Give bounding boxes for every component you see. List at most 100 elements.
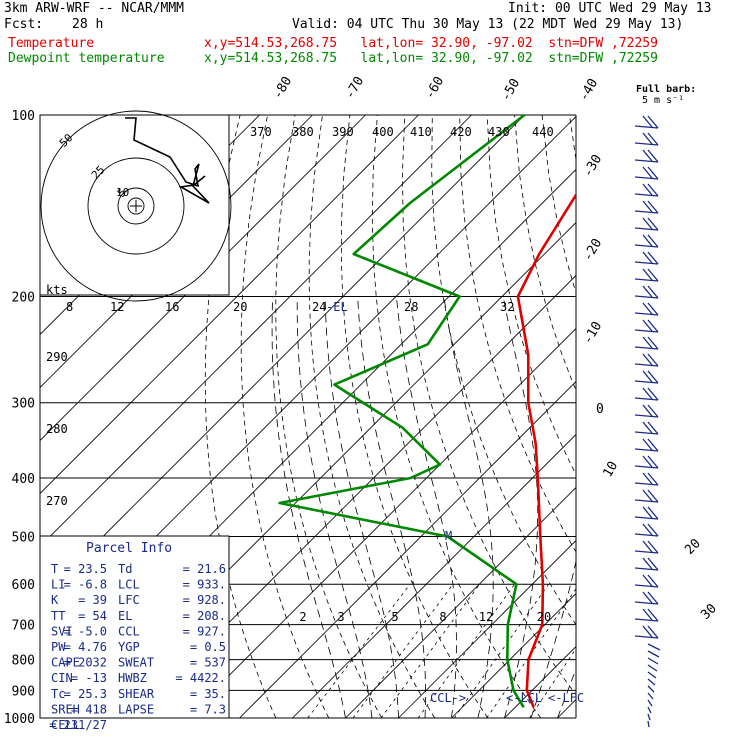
- wind-barb-flag: [647, 591, 659, 605]
- wind-barb-flag: [647, 387, 659, 401]
- isotherm-label: 20: [682, 536, 704, 558]
- wind-barb-flag: [647, 421, 659, 435]
- wind-barb-flag: [642, 421, 653, 434]
- wind-barb-flag: [647, 251, 659, 265]
- isotherm-label: -30: [580, 152, 605, 180]
- wind-barb-shaft: [634, 516, 659, 520]
- isotherm-label: -40: [576, 76, 601, 104]
- mixing-ratio-label: 2: [299, 610, 306, 624]
- wind-barb-flag: [642, 319, 653, 332]
- dewpoint-location: x,y=514.53,268.75 lat,lon= 32.90, -97.02…: [204, 51, 658, 66]
- isotherm-label: 0: [596, 402, 604, 417]
- model-title: 3km ARW-WRF -- NCAR/MMM: [4, 1, 185, 16]
- moist-adiabat: [530, 559, 576, 718]
- wind-barb-shaft: [634, 618, 659, 622]
- adiabat-label: 420: [450, 125, 472, 139]
- wind-barb-shaft: [634, 346, 659, 350]
- hodograph-unit: kts: [46, 283, 68, 297]
- wind-barb-lower: [647, 720, 650, 728]
- isotherm: [398, 539, 576, 718]
- wind-barb-flag: [647, 404, 659, 418]
- mixing-ratio-label: 5: [391, 610, 398, 624]
- mixing-ratio-line: [486, 588, 576, 718]
- parcel-value: = 54: [78, 609, 107, 623]
- wind-barb-flag: [642, 387, 653, 400]
- parcel-label: HWBZ: [118, 671, 147, 685]
- wind-barb-shaft: [634, 159, 659, 163]
- isotherm-label: -70: [342, 74, 367, 102]
- dry-adiabat: [707, 115, 740, 718]
- isotherm: [451, 592, 576, 718]
- wind-barb-flag: [642, 540, 653, 553]
- parcel-label: TT: [51, 609, 65, 623]
- wind-barb-flag: [647, 319, 659, 333]
- parcel-label: SREH: [51, 702, 80, 716]
- parcel-value: = 928.: [183, 593, 226, 607]
- hodograph-ring: [117, 187, 155, 225]
- wind-barb-flag: [647, 149, 659, 163]
- isotherm: [40, 115, 419, 495]
- hodo-speed-24: 24: [312, 300, 326, 314]
- dry-adiabat: [240, 115, 330, 718]
- parcel-info-box: [39, 535, 230, 719]
- wind-barb-lower: [647, 643, 661, 651]
- pressure-label-300: 300: [12, 397, 35, 412]
- adiabat-label: 430: [488, 125, 510, 139]
- wind-barb-flag: [642, 217, 653, 230]
- hodo-speed-28: 28: [404, 300, 418, 314]
- parcel-value: = 4.76: [64, 640, 107, 654]
- wind-barb-flag: [647, 625, 659, 639]
- wind-barb-shaft: [634, 244, 659, 248]
- parcel-label: LI: [51, 578, 65, 592]
- hodograph-ring: [127, 197, 145, 215]
- wind-barb-lower: [647, 678, 656, 686]
- parcel-value: = 537: [190, 656, 226, 670]
- init-time: Init: 00 UTC Wed 29 May 13: [508, 1, 712, 16]
- hodograph: [39, 110, 232, 302]
- wind-barb-flag: [642, 472, 653, 485]
- wind-barb-lower: [647, 650, 660, 658]
- wind-barb-flag: [642, 438, 653, 451]
- dry-adiabat: [486, 115, 576, 476]
- wind-barb-shaft: [634, 210, 659, 214]
- adiabat-label: 290: [46, 350, 68, 364]
- dewpoint-legend-label: Dewpoint temperature: [8, 51, 165, 66]
- isotherm-label: 30: [698, 601, 720, 623]
- adiabat-label: 410: [410, 125, 432, 139]
- hodo-speed-8: 8: [66, 300, 73, 314]
- adiabat-label: 400: [372, 125, 394, 139]
- moist-adiabats: [271, 296, 576, 718]
- parcel-value: = -13: [71, 671, 107, 685]
- dry-adiabat: [679, 115, 740, 718]
- dry-adiabats: [204, 115, 740, 718]
- wind-barb-flag: [647, 523, 659, 537]
- isotherm: [133, 274, 576, 718]
- wind-barbs: [634, 115, 661, 728]
- parcel-value: = 39: [78, 593, 107, 607]
- pressure-label-700: 700: [12, 619, 35, 634]
- hodo-speed-12: 12: [110, 300, 124, 314]
- wind-barb-shaft: [634, 550, 659, 554]
- mixing-ratio-label: 3: [337, 610, 344, 624]
- dry-adiabat: [308, 115, 436, 718]
- parcel-label: SVI: [51, 624, 73, 638]
- wind-barb-flag: [642, 489, 653, 502]
- wind-barb-flag: [642, 268, 653, 281]
- hodograph-ring: [40, 110, 232, 302]
- wind-barb-flag: [642, 591, 653, 604]
- dry-adiabat: [514, 115, 576, 392]
- hodo-speed-32: 32: [500, 300, 514, 314]
- isotherm: [239, 380, 576, 718]
- isotherm: [611, 115, 740, 718]
- wind-barb-flag: [647, 370, 659, 384]
- isotherm-label: -80: [270, 74, 295, 102]
- wind-barb-lower: [647, 664, 658, 672]
- wind-barb-flag: [647, 353, 659, 367]
- wind-barb-shaft: [634, 533, 659, 537]
- dry-adiabat: [340, 115, 489, 718]
- wind-barb-flag: [647, 608, 659, 622]
- parcel-label: PW: [51, 640, 66, 654]
- dry-adiabat: [275, 115, 383, 718]
- wind-barb-flag: [647, 285, 659, 299]
